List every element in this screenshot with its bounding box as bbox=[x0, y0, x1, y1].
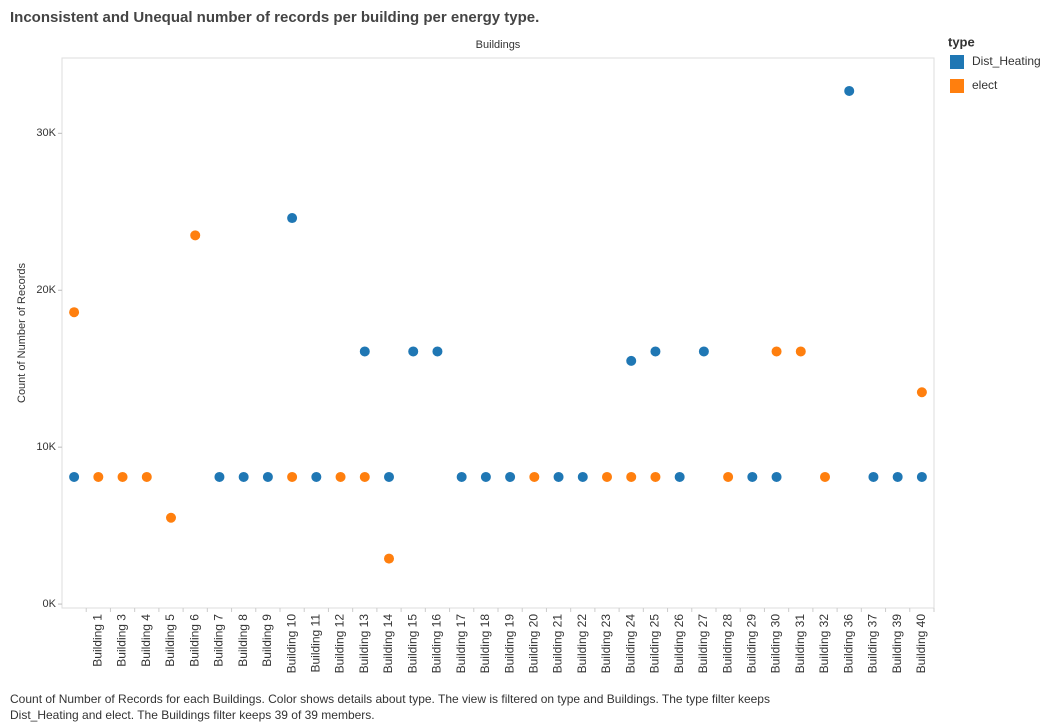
y-tick-label: 10K bbox=[36, 441, 56, 453]
dot bbox=[916, 387, 927, 398]
y-axis-label: Count of Number of Records bbox=[16, 262, 28, 403]
x-tick-label: Building 12 bbox=[333, 614, 347, 674]
x-tick-label: Building 39 bbox=[890, 614, 904, 674]
dot bbox=[626, 471, 637, 482]
dot bbox=[384, 553, 394, 564]
dot bbox=[214, 471, 225, 482]
plot-frame bbox=[61, 57, 935, 609]
x-tick-label: Building 8 bbox=[236, 614, 250, 667]
dot bbox=[795, 346, 806, 357]
x-tick-label: Building 19 bbox=[502, 614, 516, 674]
dot bbox=[723, 471, 734, 482]
x-tick-label: Building 15 bbox=[405, 614, 419, 674]
dot bbox=[117, 471, 128, 482]
dot bbox=[650, 346, 661, 357]
x-tick-label: Building 4 bbox=[139, 614, 153, 667]
column-header: Buildings bbox=[476, 39, 521, 51]
y-tick-label: 30K bbox=[36, 127, 56, 139]
dot bbox=[408, 346, 419, 357]
legend-label: elect bbox=[972, 78, 998, 92]
x-tick-label: Building 14 bbox=[381, 614, 395, 674]
dot bbox=[771, 471, 782, 482]
dot bbox=[916, 471, 927, 482]
x-tick-label: Building 32 bbox=[817, 614, 831, 674]
x-tick-label: Building 20 bbox=[527, 614, 541, 674]
legend-swatch bbox=[950, 79, 964, 93]
x-tick-label: Building 5 bbox=[163, 614, 177, 667]
dot bbox=[69, 307, 80, 318]
x-tick-label: Building 29 bbox=[745, 614, 759, 674]
dot bbox=[287, 213, 298, 224]
dot bbox=[626, 355, 637, 366]
x-tick-label: Building 9 bbox=[260, 614, 274, 667]
dot bbox=[602, 471, 612, 482]
x-tick-label: Building 31 bbox=[793, 614, 807, 674]
dot bbox=[335, 471, 346, 482]
x-tick-label: Building 30 bbox=[769, 614, 783, 674]
dot bbox=[674, 471, 685, 482]
dot bbox=[505, 471, 516, 482]
dot bbox=[432, 346, 443, 357]
x-tick-label: Building 21 bbox=[551, 614, 565, 674]
dot bbox=[553, 471, 564, 482]
dot bbox=[650, 471, 661, 482]
x-tick-label: Building 25 bbox=[648, 614, 662, 674]
x-tick-label: Building 6 bbox=[187, 614, 201, 667]
dot bbox=[868, 471, 879, 482]
y-tick-label: 20K bbox=[36, 284, 56, 296]
x-tick-label: Building 10 bbox=[284, 614, 298, 674]
dot bbox=[771, 346, 782, 357]
dot bbox=[93, 471, 104, 482]
x-tick-label: Building 11 bbox=[309, 614, 323, 673]
x-tick-label: Building 18 bbox=[478, 614, 492, 674]
dot bbox=[747, 471, 758, 482]
dot bbox=[384, 471, 394, 482]
dot bbox=[190, 230, 201, 241]
x-tick-label: Building 40 bbox=[914, 614, 928, 674]
x-tick-label: Building 27 bbox=[696, 614, 710, 674]
chart-title: Inconsistent and Unequal number of recor… bbox=[10, 9, 539, 26]
x-tick-label: Building 22 bbox=[575, 614, 589, 674]
dot bbox=[238, 471, 249, 482]
dot bbox=[262, 471, 273, 482]
dot bbox=[456, 471, 467, 482]
dot bbox=[820, 471, 830, 482]
dot bbox=[359, 346, 370, 357]
x-tick-label: Building 28 bbox=[720, 614, 734, 674]
dot bbox=[480, 471, 491, 482]
dot bbox=[359, 471, 370, 482]
dot bbox=[844, 85, 855, 96]
dot bbox=[287, 471, 298, 482]
x-tick-label: Building 26 bbox=[672, 614, 686, 674]
x-tick-label: Building 36 bbox=[841, 614, 855, 674]
dot bbox=[166, 512, 176, 523]
dot bbox=[577, 471, 588, 482]
x-tick-label: Building 23 bbox=[599, 614, 613, 674]
x-tick-label: Building 1 bbox=[91, 614, 105, 667]
x-tick-label: Building 13 bbox=[357, 614, 371, 674]
y-tick-label: 0K bbox=[43, 598, 57, 610]
dot bbox=[69, 471, 80, 482]
x-tick-label: Building 37 bbox=[866, 614, 880, 674]
dot bbox=[698, 346, 709, 357]
dot bbox=[311, 471, 322, 482]
x-tick-label: Building 16 bbox=[430, 614, 444, 674]
legend-swatch bbox=[950, 55, 964, 69]
caption: Dist_Heating and elect. The Buildings fi… bbox=[10, 708, 375, 722]
legend-title: type bbox=[948, 34, 975, 49]
x-tick-label: Building 3 bbox=[115, 614, 129, 667]
legend-label: Dist_Heating bbox=[972, 54, 1041, 68]
x-tick-label: Building 17 bbox=[454, 614, 468, 674]
x-tick-label: Building 24 bbox=[623, 614, 637, 674]
dot bbox=[892, 471, 903, 482]
dot bbox=[141, 471, 152, 482]
caption: Count of Number of Records for each Buil… bbox=[10, 692, 770, 706]
x-tick-label: Building 7 bbox=[212, 614, 226, 667]
dot bbox=[529, 471, 540, 482]
